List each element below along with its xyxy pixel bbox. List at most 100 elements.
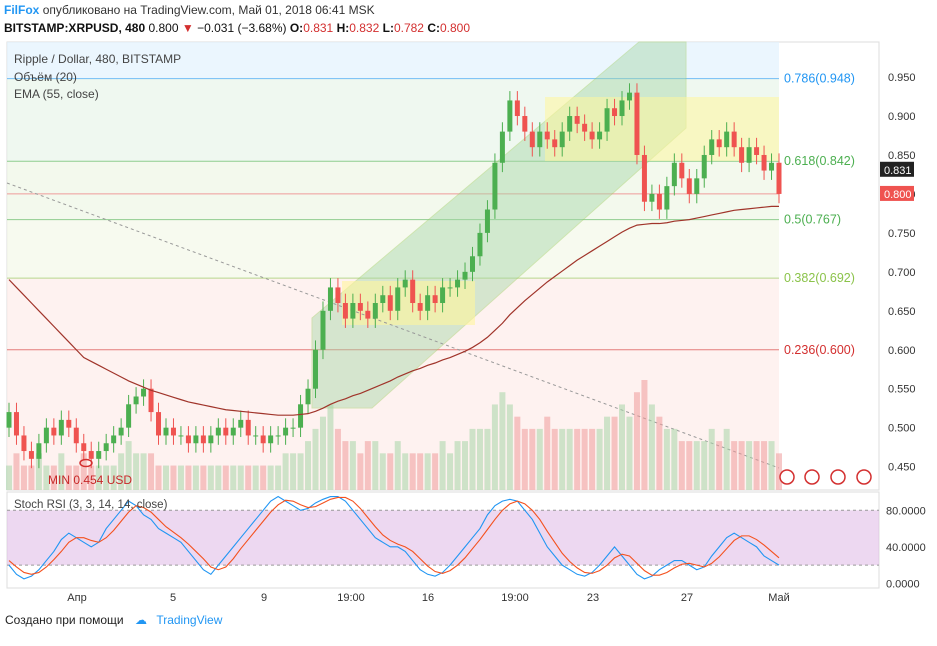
legend-volume[interactable]: Объём (20): [14, 70, 77, 84]
x-tick-label: 27: [681, 592, 693, 604]
volume-bar: [88, 465, 95, 490]
volume-bar: [20, 465, 27, 490]
volume-bar: [551, 428, 558, 490]
change-down-icon: ▼: [181, 21, 194, 35]
candle-body: [51, 427, 57, 436]
volume-bar: [394, 441, 401, 490]
volume-bar: [80, 453, 87, 490]
candle-body: [686, 178, 692, 194]
candle-body: [275, 435, 281, 437]
candle-body: [320, 310, 326, 350]
candle-body: [200, 435, 206, 444]
volume-bar: [633, 392, 640, 490]
candle-body: [499, 131, 505, 163]
volume-bar: [305, 441, 312, 490]
candle-body: [260, 435, 266, 444]
volume-bar: [200, 465, 207, 490]
stoch-k-line: [8, 495, 780, 580]
x-tick-label: Май: [768, 592, 790, 604]
volume-bar: [671, 428, 678, 490]
volume-bar: [596, 428, 603, 490]
price-tag-label: 0.800: [884, 189, 912, 201]
volume-bar: [95, 465, 102, 490]
candle-body: [223, 427, 229, 436]
candle-body: [671, 162, 677, 187]
candle-body: [582, 123, 588, 132]
candle-body: [552, 139, 558, 148]
volume-bar: [275, 465, 282, 490]
volume-bar: [454, 441, 461, 490]
volume-bar: [753, 441, 760, 490]
candle-body: [604, 108, 610, 132]
stoch-y-tick-label: 40.0000: [886, 542, 926, 554]
legend-ema[interactable]: EMA (55, close): [14, 87, 99, 101]
fib-zone: [7, 42, 779, 79]
volume-bar: [58, 453, 65, 490]
candle-body: [462, 271, 468, 280]
low-value: 0.782: [393, 21, 424, 35]
event-flag-icon: [779, 469, 795, 485]
candle-body: [372, 303, 378, 319]
tradingview-link[interactable]: TradingView: [156, 613, 223, 627]
candle-body: [118, 427, 124, 436]
symbol-header: BITSTAMP:XRPUSD, 480 0.800 ▼ −0.031 (−3.…: [4, 21, 470, 35]
min-marker: [79, 458, 93, 468]
volume-bar: [409, 453, 416, 490]
x-tick-label: 23: [587, 592, 599, 604]
candle-body: [507, 100, 513, 132]
y-tick-label: 0.600: [888, 345, 916, 357]
candle-body: [574, 116, 580, 124]
volume-bar: [663, 428, 670, 490]
candle-body: [66, 419, 72, 428]
y-tick-label: 0.450: [888, 462, 916, 474]
volume-bar: [514, 416, 521, 490]
candle-body: [619, 100, 625, 117]
volume-bar: [521, 428, 528, 490]
volume-bar: [776, 453, 782, 490]
volume-bar: [574, 428, 581, 490]
candle-body: [746, 147, 752, 163]
candle-body: [215, 427, 221, 436]
volume-bar: [155, 465, 162, 490]
volume-bar: [222, 465, 229, 490]
volume-bar: [357, 453, 364, 490]
volume-bar: [491, 404, 498, 490]
volume-bar: [693, 441, 700, 490]
candle-body: [126, 404, 132, 428]
candle-body: [58, 419, 64, 436]
y-tick-label: 0.750: [888, 228, 916, 240]
fib-zone: [7, 219, 779, 279]
volume-bar: [626, 416, 633, 490]
candle-body: [111, 435, 117, 444]
candle-body: [492, 162, 498, 210]
candle-body: [761, 154, 767, 171]
volume-bar: [260, 465, 267, 490]
volume-bar: [462, 441, 469, 490]
candle-body: [208, 435, 214, 444]
volume-bar: [417, 453, 424, 490]
candle-body: [133, 396, 139, 405]
last-price: 0.800: [148, 21, 179, 35]
volume-bar: [170, 465, 177, 490]
x-tick-label: Апр: [67, 592, 86, 604]
candle-body: [230, 427, 236, 436]
candle-body: [36, 443, 42, 459]
stoch-y-tick-label: 80.0000: [886, 505, 926, 517]
candle-body: [238, 419, 244, 428]
volume-bar: [148, 453, 155, 490]
candle-body: [327, 287, 333, 311]
candle-body: [313, 349, 319, 389]
legend-stoch[interactable]: Stoch RSI (3, 3, 14, 14, close): [14, 499, 168, 511]
author-name[interactable]: FilFox: [4, 3, 40, 17]
candle-body: [290, 427, 296, 429]
volume-bar: [402, 453, 409, 490]
open-label: O:: [289, 21, 304, 35]
candle-body: [88, 451, 94, 459]
candle-body: [283, 427, 289, 436]
volume-bar: [334, 428, 341, 490]
footer-text: Создано при помощи: [5, 613, 124, 627]
legend-title[interactable]: Ripple / Dollar, 480, BITSTAMP: [14, 52, 182, 66]
ema-line: [8, 205, 779, 416]
